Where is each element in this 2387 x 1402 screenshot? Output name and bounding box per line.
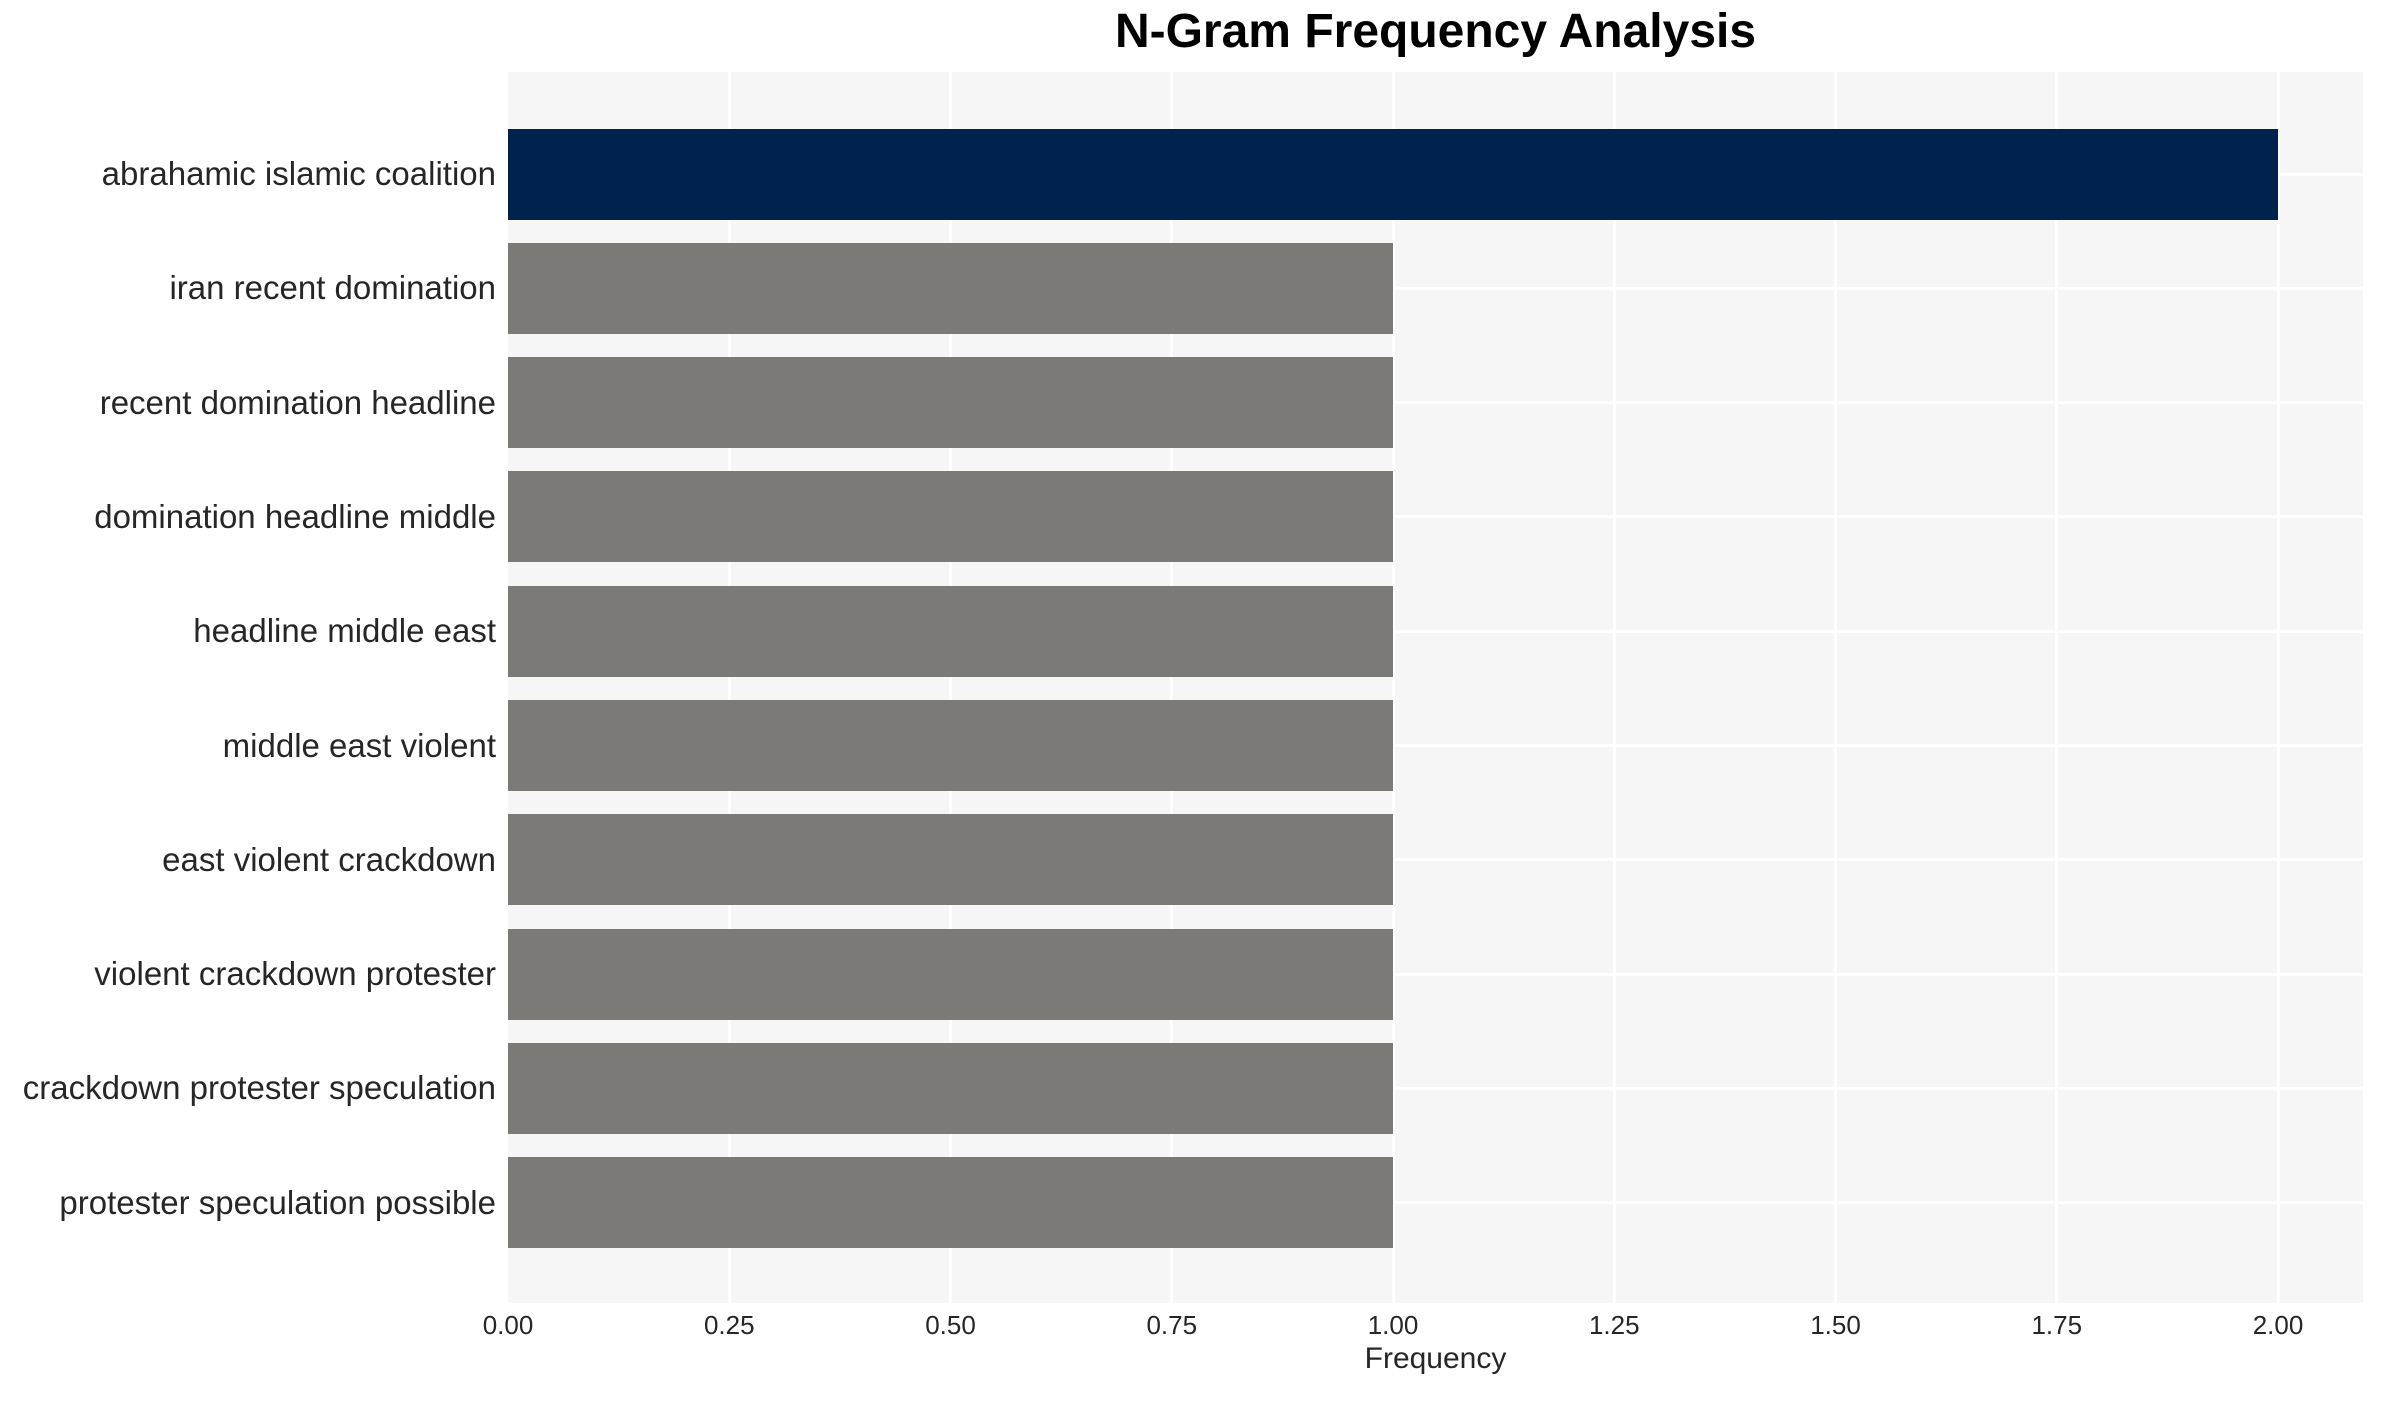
x-tick-label: 1.25 xyxy=(1588,1310,1640,1340)
y-tick-label: east violent crackdown xyxy=(162,840,496,878)
grid-line-horizontal xyxy=(508,286,2363,290)
x-tick-label: 0.00 xyxy=(482,1310,534,1340)
bar xyxy=(508,1042,1393,1134)
grid-line-horizontal xyxy=(508,972,2363,976)
y-tick-label: violent crackdown protester xyxy=(94,955,496,993)
plot-area xyxy=(508,72,2363,1303)
grid-line-horizontal xyxy=(508,629,2363,633)
bar xyxy=(508,242,1393,334)
y-tick-label: abrahamic islamic coalition xyxy=(101,155,496,192)
bar xyxy=(508,585,1393,677)
grid-line-vertical xyxy=(949,72,952,1303)
grid-line-horizontal xyxy=(508,858,2363,862)
y-tick-label: headline middle east xyxy=(193,612,496,650)
grid-line-vertical xyxy=(1391,72,1395,1303)
grid-line-vertical xyxy=(727,72,731,1303)
x-tick-label: 1.75 xyxy=(2031,1310,2083,1340)
x-tick-label: 0.75 xyxy=(1146,1310,1198,1340)
grid-line-horizontal xyxy=(508,401,2363,405)
x-tick-label: 2.00 xyxy=(2252,1310,2304,1340)
y-tick-label: iran recent domination xyxy=(169,269,496,307)
grid-line-vertical xyxy=(1170,72,1174,1303)
x-tick-label: 0.50 xyxy=(925,1310,976,1340)
grid-line-horizontal xyxy=(508,1201,2363,1205)
x-tick-label: 0.25 xyxy=(703,1310,755,1340)
grid-line-vertical xyxy=(1612,72,1616,1303)
x-tick-label: 1.50 xyxy=(1810,1310,1861,1340)
grid-line-vertical xyxy=(2055,72,2059,1303)
bar xyxy=(508,700,1393,791)
grid-line-vertical xyxy=(2276,72,2280,1303)
bar xyxy=(508,928,1393,1020)
y-tick-label: recent domination headline xyxy=(99,383,496,421)
bar xyxy=(508,357,1393,449)
grid-line-horizontal xyxy=(508,1086,2363,1090)
bar xyxy=(508,128,2278,220)
y-tick-label: middle east violent xyxy=(222,726,496,764)
bar xyxy=(508,471,1393,563)
y-tick-label: crackdown protester speculation xyxy=(22,1069,496,1107)
grid-line-vertical xyxy=(1834,72,1837,1303)
x-tick-label: 1.00 xyxy=(1367,1310,1419,1340)
grid-line-horizontal xyxy=(508,744,2363,747)
bar xyxy=(508,1157,1393,1249)
x-axis-title: Frequency xyxy=(1364,1342,1507,1375)
y-tick-label: protester speculation possible xyxy=(59,1183,496,1221)
grid-line-horizontal xyxy=(508,515,2363,519)
y-tick-label: domination headline middle xyxy=(94,497,496,535)
chart-title: N-Gram Frequency Analysis xyxy=(1114,5,1757,58)
bar xyxy=(508,814,1393,906)
